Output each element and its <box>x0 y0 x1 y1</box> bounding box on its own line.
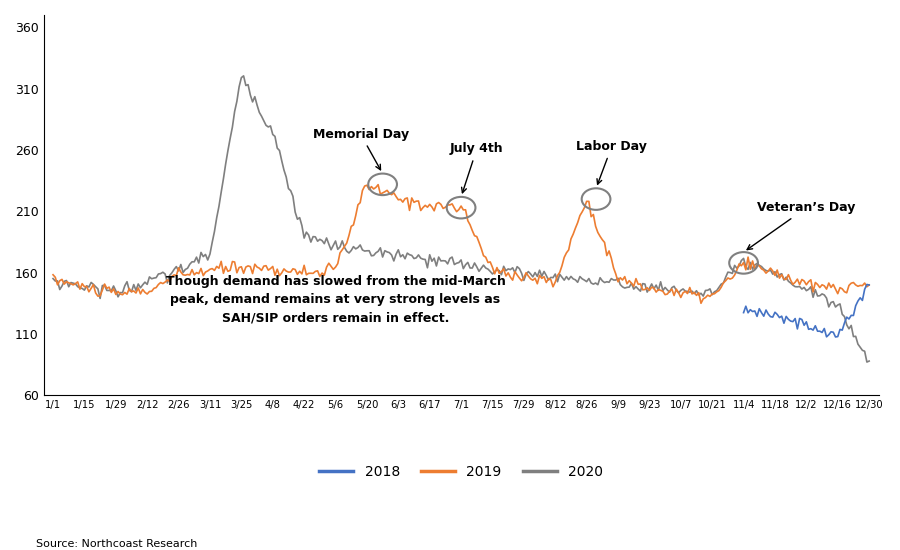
Text: Memorial Day: Memorial Day <box>312 128 409 170</box>
Text: Source: Northcoast Research: Source: Northcoast Research <box>36 539 197 549</box>
Text: Veteran’s Day: Veteran’s Day <box>747 201 856 250</box>
Legend: 2018, 2019, 2020: 2018, 2019, 2020 <box>313 459 609 485</box>
Text: July 4th: July 4th <box>450 142 504 192</box>
Text: Though demand has slowed from the mid-March
peak, demand remains at very strong : Though demand has slowed from the mid-Ma… <box>166 275 506 324</box>
Text: Labor Day: Labor Day <box>576 140 647 184</box>
